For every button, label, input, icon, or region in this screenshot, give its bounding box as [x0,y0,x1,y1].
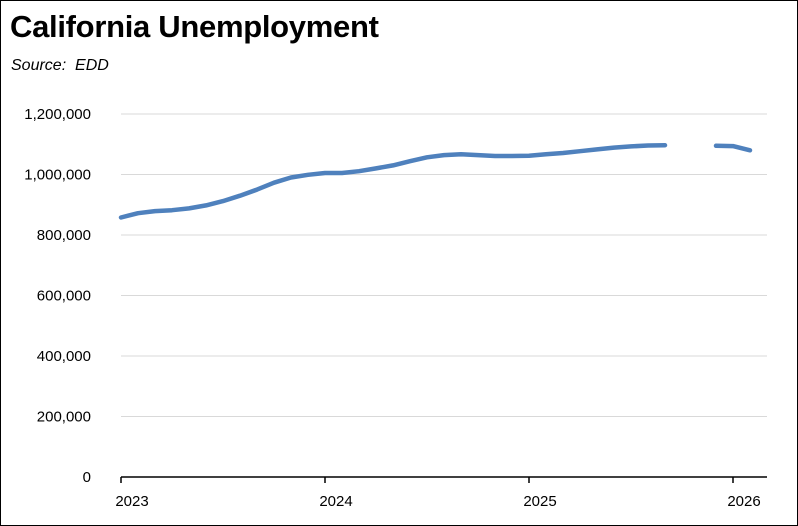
y-tick-label: 400,000 [37,348,91,365]
y-tick-label: 200,000 [37,409,91,426]
y-tick-label: 600,000 [37,288,91,305]
series-line [118,142,668,220]
y-tick-label: 1,200,000 [24,106,91,123]
x-tick-label: 2026 [727,493,760,510]
x-tick-label: 2024 [319,493,352,510]
y-tick-label: 800,000 [37,227,91,244]
chart-subtitle: Source: EDD [11,57,109,74]
x-tick-label: 2025 [523,493,556,510]
x-tick-label: 2023 [115,493,148,510]
series-line [713,143,753,153]
y-tick-label: 0 [83,469,91,486]
y-tick-label: 1,000,000 [24,167,91,184]
chart-title: California Unemployment [10,9,379,44]
